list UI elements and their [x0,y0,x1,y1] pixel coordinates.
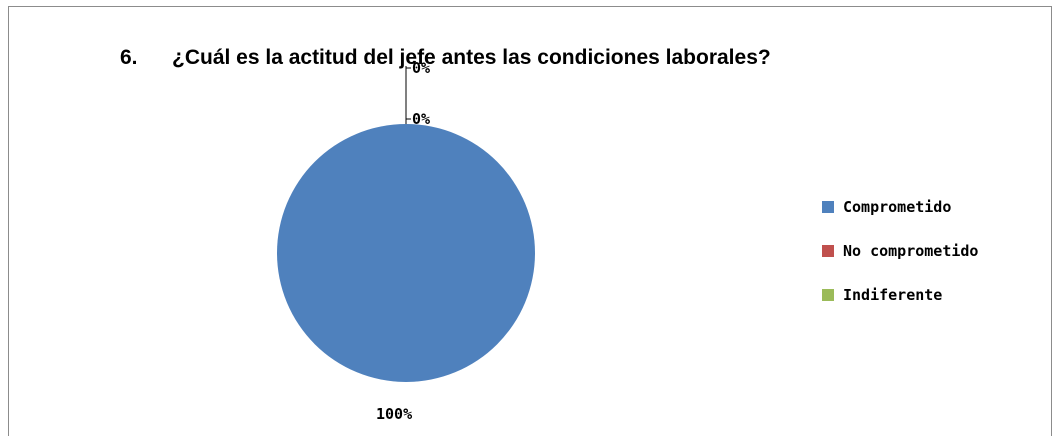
legend-swatch [822,200,834,213]
legend-swatch [822,244,834,257]
legend-label: Indiferente [843,285,943,304]
legend-swatch [822,288,834,301]
legend-item-no-comprometido: No comprometido [822,240,978,261]
legend-item-comprometido: Comprometido [822,196,978,217]
legend-item-indiferente: Indiferente [822,284,978,305]
legend: Comprometido No comprometido Indiferente [822,196,978,328]
legend-label: No comprometido [843,241,979,260]
title-text: ¿Cuál es la actitud del jefe antes las c… [172,46,771,69]
pie-slice-comprometido [277,124,535,382]
data-label-indiferente: 0% [412,59,430,77]
title-number: 6. [120,46,138,69]
data-label-no-comprometido: 0% [412,110,430,128]
legend-label: Comprometido [843,197,952,216]
chart-title: 6. ¿Cuál es la actitud del jefe antes las… [120,46,771,70]
data-label-comprometido: 100% [376,405,412,423]
